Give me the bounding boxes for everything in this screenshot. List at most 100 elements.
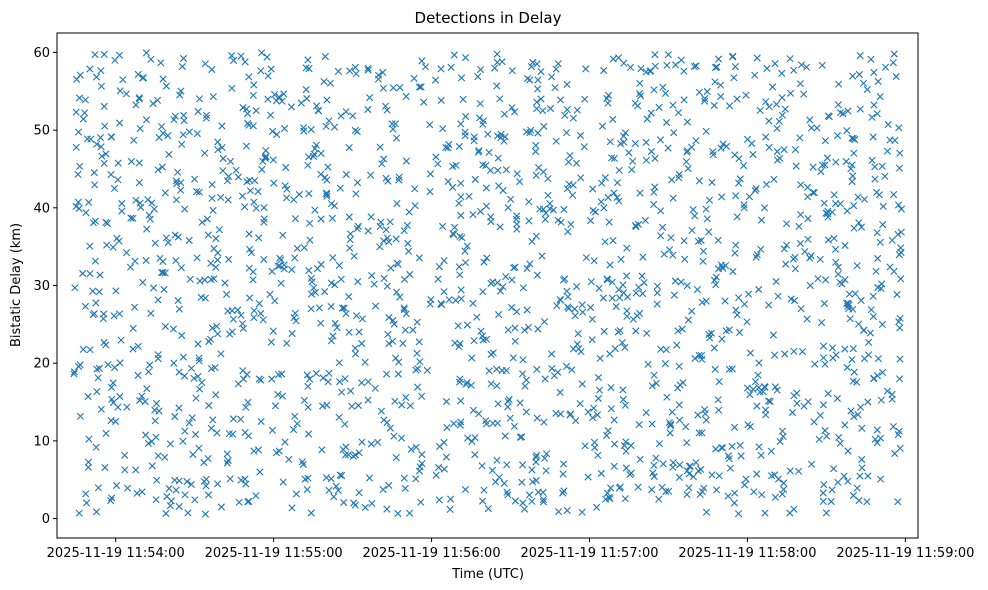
data-point xyxy=(379,68,387,76)
data-point xyxy=(452,296,460,304)
data-point xyxy=(682,158,690,166)
data-point xyxy=(84,458,93,466)
data-point xyxy=(161,322,169,331)
data-point xyxy=(527,63,536,71)
data-point xyxy=(849,72,857,80)
data-point xyxy=(809,188,817,197)
data-point xyxy=(174,168,182,176)
data-point xyxy=(709,148,717,156)
data-point xyxy=(671,277,679,285)
data-point xyxy=(157,59,165,67)
data-point xyxy=(503,461,511,469)
data-point xyxy=(546,205,554,213)
data-point xyxy=(364,66,372,74)
data-point xyxy=(860,326,868,334)
data-point xyxy=(607,405,615,413)
data-point xyxy=(543,450,551,458)
data-point xyxy=(609,115,617,123)
data-point xyxy=(190,374,198,382)
data-point xyxy=(450,51,458,59)
data-point xyxy=(75,94,84,102)
data-point xyxy=(457,295,465,303)
data-point xyxy=(804,235,812,243)
data-point xyxy=(266,111,275,119)
data-point xyxy=(327,302,335,311)
data-point xyxy=(327,279,335,287)
data-point xyxy=(321,52,329,61)
data-point xyxy=(147,55,155,63)
data-point xyxy=(154,166,162,174)
data-point xyxy=(615,197,623,205)
data-point xyxy=(627,441,635,450)
data-point xyxy=(307,305,315,313)
data-point xyxy=(677,56,685,64)
data-point xyxy=(735,179,743,187)
data-point xyxy=(735,294,743,302)
data-point xyxy=(621,495,629,503)
data-point xyxy=(130,136,138,144)
data-point xyxy=(860,355,869,363)
data-point xyxy=(86,65,94,73)
data-point xyxy=(456,375,464,383)
y-tick-label: 10 xyxy=(33,434,50,449)
data-point xyxy=(780,485,788,493)
data-point xyxy=(554,60,562,68)
data-point xyxy=(721,297,729,305)
data-point xyxy=(444,144,452,152)
data-point xyxy=(759,388,767,396)
data-point xyxy=(620,59,628,67)
data-point xyxy=(223,450,231,458)
data-point xyxy=(81,302,89,310)
data-point xyxy=(701,97,709,105)
data-point xyxy=(665,246,674,254)
data-point xyxy=(819,401,828,409)
data-point xyxy=(711,365,719,373)
data-point xyxy=(400,304,408,312)
data-point xyxy=(74,170,82,178)
data-point xyxy=(341,451,350,459)
data-point xyxy=(218,122,226,130)
data-point xyxy=(726,102,734,110)
data-point xyxy=(830,234,838,242)
data-point xyxy=(470,337,478,345)
data-point xyxy=(245,121,253,129)
x-axis: 2025-11-19 11:54:00 2025-11-19 11:55:00 20… xyxy=(47,538,974,561)
data-point xyxy=(710,101,718,110)
data-point xyxy=(384,330,392,338)
data-point xyxy=(750,488,758,496)
data-point xyxy=(850,368,858,376)
data-point xyxy=(467,381,475,389)
data-point xyxy=(569,345,577,353)
data-point xyxy=(281,182,289,190)
data-point xyxy=(874,355,882,363)
data-point xyxy=(313,102,321,110)
data-point xyxy=(123,484,132,492)
data-point xyxy=(790,66,798,74)
data-point xyxy=(353,179,362,187)
data-point xyxy=(522,376,530,384)
data-point xyxy=(92,443,100,451)
data-point xyxy=(208,324,216,332)
data-point xyxy=(834,263,842,271)
data-point xyxy=(300,396,308,404)
data-point xyxy=(161,189,169,197)
data-point xyxy=(835,433,843,441)
data-point xyxy=(715,378,723,386)
data-point xyxy=(209,206,217,214)
data-point xyxy=(752,253,760,261)
data-point xyxy=(268,127,277,135)
data-point xyxy=(513,308,521,316)
data-point xyxy=(824,390,832,398)
data-point xyxy=(185,419,193,427)
data-point xyxy=(765,103,773,111)
data-point xyxy=(154,452,162,460)
data-point xyxy=(541,454,549,462)
data-point xyxy=(108,133,116,141)
data-point xyxy=(578,380,586,388)
data-point xyxy=(352,312,361,320)
data-point xyxy=(442,143,450,152)
data-point xyxy=(193,130,201,138)
data-point xyxy=(74,198,82,206)
data-point xyxy=(451,223,459,231)
data-point xyxy=(600,66,608,75)
